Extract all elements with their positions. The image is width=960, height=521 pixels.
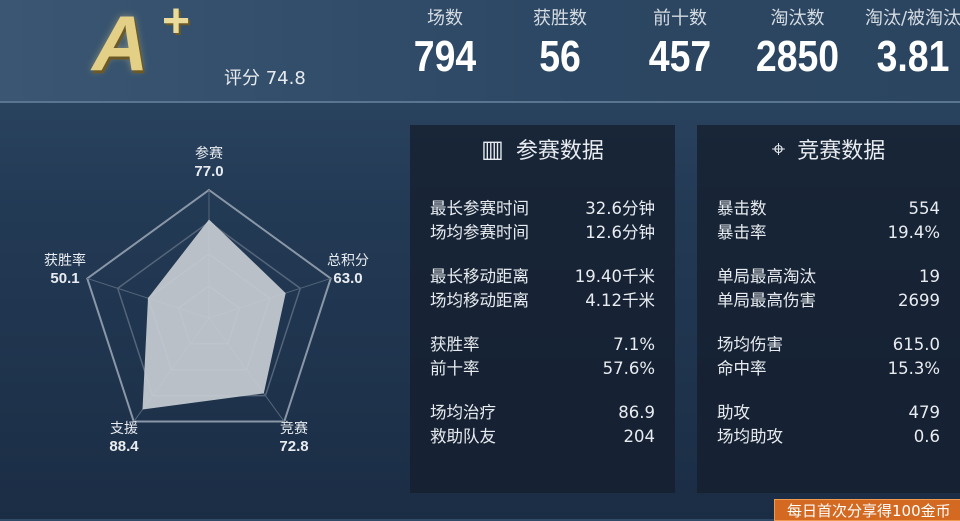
stat-label: 获胜率 [430, 335, 480, 354]
stat-group: 助攻 479 场均助攻 0.6 [717, 401, 940, 449]
stat-wins: 获胜数 56 [533, 8, 587, 81]
stat-label: 最长参赛时间 [430, 199, 529, 218]
stat-value: 0.6 [913, 427, 940, 446]
radar-chart: 参赛 77.0 总积分 63.0 竞赛 72.8 支援 88.4 获胜率 50.1 [0, 110, 400, 490]
radar-label-win-rate: 获胜率 50.1 [44, 253, 86, 287]
stat-label: 前十率 [430, 359, 480, 378]
stat-matches: 场数 794 [413, 8, 477, 81]
stat-row: 单局最高伤害 2699 [717, 289, 940, 313]
stat-value: 479 [908, 403, 941, 422]
competition-panel: ⌖ 竞赛数据 暴击数 554 暴击率 19.4% 单局最高淘汰 19 单局最高伤害 2699 场均… [697, 125, 960, 493]
stat-row: 最长移动距离 19.40千米 [430, 265, 655, 289]
stat-label: 单局最高淘汰 [717, 267, 816, 286]
stat-label: 暴击数 [717, 199, 767, 218]
stat-row: 获胜率 7.1% [430, 333, 655, 357]
grade-badge: A [92, 0, 149, 87]
stat-label: 最长移动距离 [430, 267, 529, 286]
stat-row: 场均治疗 86.9 [430, 401, 655, 425]
stat-kills: 淘汰数 2850 [755, 8, 840, 81]
stat-row: 命中率 15.3% [717, 357, 940, 381]
stat-top10: 前十数 457 [648, 8, 712, 81]
stat-row: 场均移动距离 4.12千米 [430, 289, 655, 313]
stat-value: 2699 [898, 291, 940, 310]
stat-row: 场均参赛时间 12.6分钟 [430, 221, 655, 245]
stat-value: 32.6分钟 [585, 199, 655, 218]
stat-group: 暴击数 554 暴击率 19.4% [717, 197, 940, 245]
participation-panel: ▥ 参赛数据 最长参赛时间 32.6分钟场均参赛时间 12.6分钟最长移动距离 19.4… [410, 125, 675, 493]
radar-label-total-score: 总积分 63.0 [327, 253, 369, 287]
stat-value: 554 [908, 199, 941, 218]
crosshair-icon: ⌖ [771, 135, 786, 163]
stat-value: 12.6分钟 [585, 223, 655, 242]
stat-value: 615.0 [892, 335, 940, 354]
stat-label: 暴击率 [717, 223, 767, 242]
stat-group: 单局最高淘汰 19 单局最高伤害 2699 [717, 265, 940, 313]
radar-data-polygon [142, 219, 286, 410]
bar-chart-icon: ▥ [481, 135, 504, 163]
stat-label: 场均治疗 [430, 403, 496, 422]
stat-value: 7.1% [613, 335, 655, 354]
stat-label: 场均助攻 [717, 427, 783, 446]
stat-group: 场均治疗 86.9 救助队友 204 [430, 401, 655, 449]
radar-svg [86, 188, 332, 423]
grade-plus: + [162, 0, 191, 48]
stat-value: 19 [919, 267, 940, 286]
stat-label: 助攻 [717, 403, 750, 422]
summary-header: A + 评分 74.8 场数 794 获胜数 56 前十数 457 淘汰数 2850 淘… [0, 0, 960, 103]
stat-row: 场均助攻 0.6 [717, 425, 940, 449]
stat-label: 场均移动距离 [430, 291, 529, 310]
stat-value: 19.4% [887, 223, 940, 242]
stat-group: 最长移动距离 19.40千米场均移动距离 4.12千米 [430, 265, 655, 313]
radar-label-support: 支援 88.4 [109, 421, 139, 455]
radar-grid-ring [86, 188, 332, 423]
stat-group: 场均伤害 615.0 命中率 15.3% [717, 333, 940, 381]
stat-row: 暴击率 19.4% [717, 221, 940, 245]
stat-group: 获胜率 7.1% 前十率 57.6% [430, 333, 655, 381]
stat-label: 单局最高伤害 [717, 291, 816, 310]
radar-label-competition: 竞赛 72.8 [279, 421, 309, 455]
stat-label: 场均伤害 [717, 335, 783, 354]
stat-label: 命中率 [717, 359, 767, 378]
share-reward-banner[interactable]: 每日首次分享得100金币 [774, 499, 960, 521]
competition-header: ⌖ 竞赛数据 [771, 135, 886, 164]
radar-label-participation: 参赛 77.0 [194, 146, 224, 180]
stat-kd: 淘汰/被淘汰 3.81 [864, 8, 960, 81]
stat-row: 助攻 479 [717, 401, 940, 425]
stat-row: 暴击数 554 [717, 197, 940, 221]
stat-value: 86.9 [618, 403, 655, 422]
participation-header: ▥ 参赛数据 [481, 135, 604, 164]
stat-label: 救助队友 [430, 427, 496, 446]
stat-label: 场均参赛时间 [430, 223, 529, 242]
stat-value: 57.6% [602, 359, 655, 378]
stat-row: 前十率 57.6% [430, 357, 655, 381]
stat-value: 15.3% [887, 359, 940, 378]
stat-value: 204 [623, 427, 656, 446]
stat-value: 4.12千米 [585, 291, 655, 310]
stat-row: 场均伤害 615.0 [717, 333, 940, 357]
stat-group: 最长参赛时间 32.6分钟场均参赛时间 12.6分钟 [430, 197, 655, 245]
stat-value: 19.40千米 [574, 267, 655, 286]
stat-row: 救助队友 204 [430, 425, 655, 449]
stat-row: 单局最高淘汰 19 [717, 265, 940, 289]
rating-score: 评分 74.8 [224, 68, 306, 89]
stat-row: 最长参赛时间 32.6分钟 [430, 197, 655, 221]
